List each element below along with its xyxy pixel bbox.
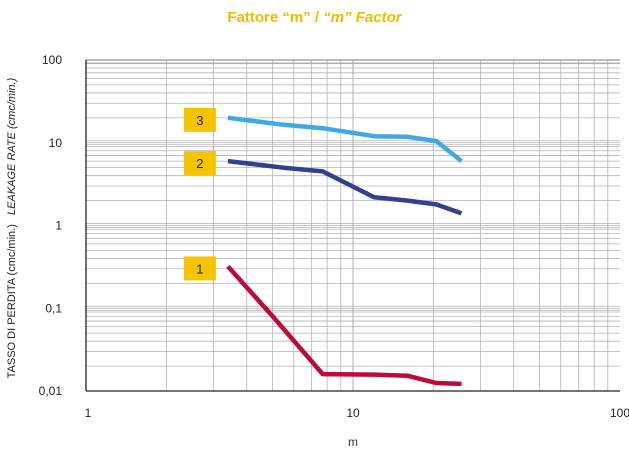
series-badge-label: 3 (196, 113, 203, 128)
series-badge-label: 2 (196, 156, 203, 171)
series-badge-label: 1 (196, 261, 203, 276)
series-badge-1 (183, 256, 216, 281)
y-tick-label: 1 (55, 219, 62, 233)
chart-title-italic: “m” Factor (323, 9, 402, 26)
chart-title-main: Fattore “m” / (227, 9, 324, 26)
x-tick-label: 10 (346, 406, 360, 420)
y-tick-label: 0,1 (45, 301, 62, 315)
series-badge-3 (183, 107, 216, 132)
chart-title: Fattore “m” / “m” Factor (0, 9, 629, 26)
series-line-3 (227, 115, 463, 163)
y-tick-label: 10 (49, 136, 63, 150)
series-badge-2 (183, 151, 216, 176)
y-tick-label: 100 (42, 53, 62, 67)
x-tick-label: 1 (85, 406, 92, 420)
x-tick-label: 100 (610, 406, 629, 420)
series-line-1 (226, 264, 462, 387)
x-axis-label: m (348, 435, 358, 449)
y-tick-label: 0,01 (39, 384, 63, 398)
series-line-2 (227, 158, 463, 216)
